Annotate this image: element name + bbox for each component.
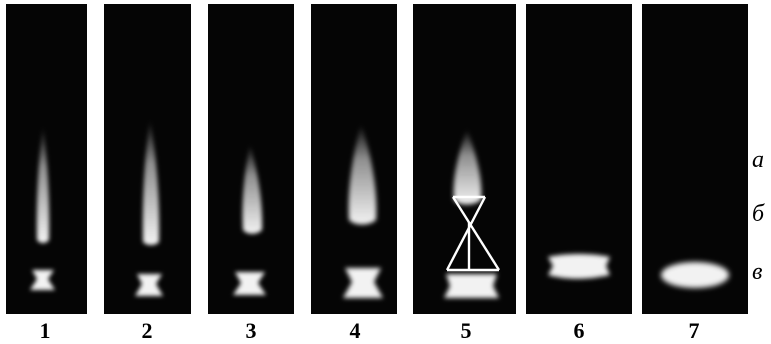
flame-image bbox=[135, 119, 163, 296]
panel-label: 1 bbox=[39, 318, 51, 343]
photo-panel-4 bbox=[311, 4, 397, 314]
cathode-spot bbox=[233, 272, 266, 295]
zone-label-b: б bbox=[752, 201, 765, 227]
panel-label: 7 bbox=[688, 318, 700, 343]
flame-image bbox=[661, 262, 729, 288]
panel-label: 5 bbox=[460, 318, 472, 343]
flame-image bbox=[30, 126, 55, 290]
photo-panel-7 bbox=[642, 4, 748, 314]
photo-panel-2 bbox=[104, 4, 191, 314]
flame-plume bbox=[36, 126, 50, 243]
cathode-spot bbox=[30, 270, 55, 290]
flame-plume bbox=[242, 144, 263, 234]
panel-label: 6 bbox=[573, 318, 585, 343]
flame-image bbox=[233, 144, 266, 295]
photo-panel-1 bbox=[6, 4, 87, 314]
flame-plume bbox=[348, 124, 377, 225]
flame-plume bbox=[453, 129, 482, 205]
flame-image bbox=[343, 124, 383, 298]
cathode-spot bbox=[548, 254, 610, 279]
panel-label: 2 bbox=[141, 318, 153, 343]
flame-plume bbox=[142, 119, 160, 245]
cathode-spot bbox=[343, 268, 383, 298]
flame-image bbox=[548, 254, 610, 279]
photo-panel-6 bbox=[526, 4, 632, 314]
cathode-spot bbox=[135, 274, 163, 296]
flame-image bbox=[444, 129, 501, 298]
panel-label: 3 bbox=[245, 318, 257, 343]
panel-label: 4 bbox=[349, 318, 361, 343]
cathode-spot bbox=[661, 262, 729, 288]
zone-label-v: в bbox=[752, 259, 763, 285]
zone-label-a: а bbox=[752, 147, 764, 173]
cathode-spot bbox=[444, 274, 499, 298]
cone-overlay bbox=[445, 195, 501, 272]
photo-panel-5 bbox=[413, 4, 516, 314]
photo-panel-3 bbox=[208, 4, 294, 314]
